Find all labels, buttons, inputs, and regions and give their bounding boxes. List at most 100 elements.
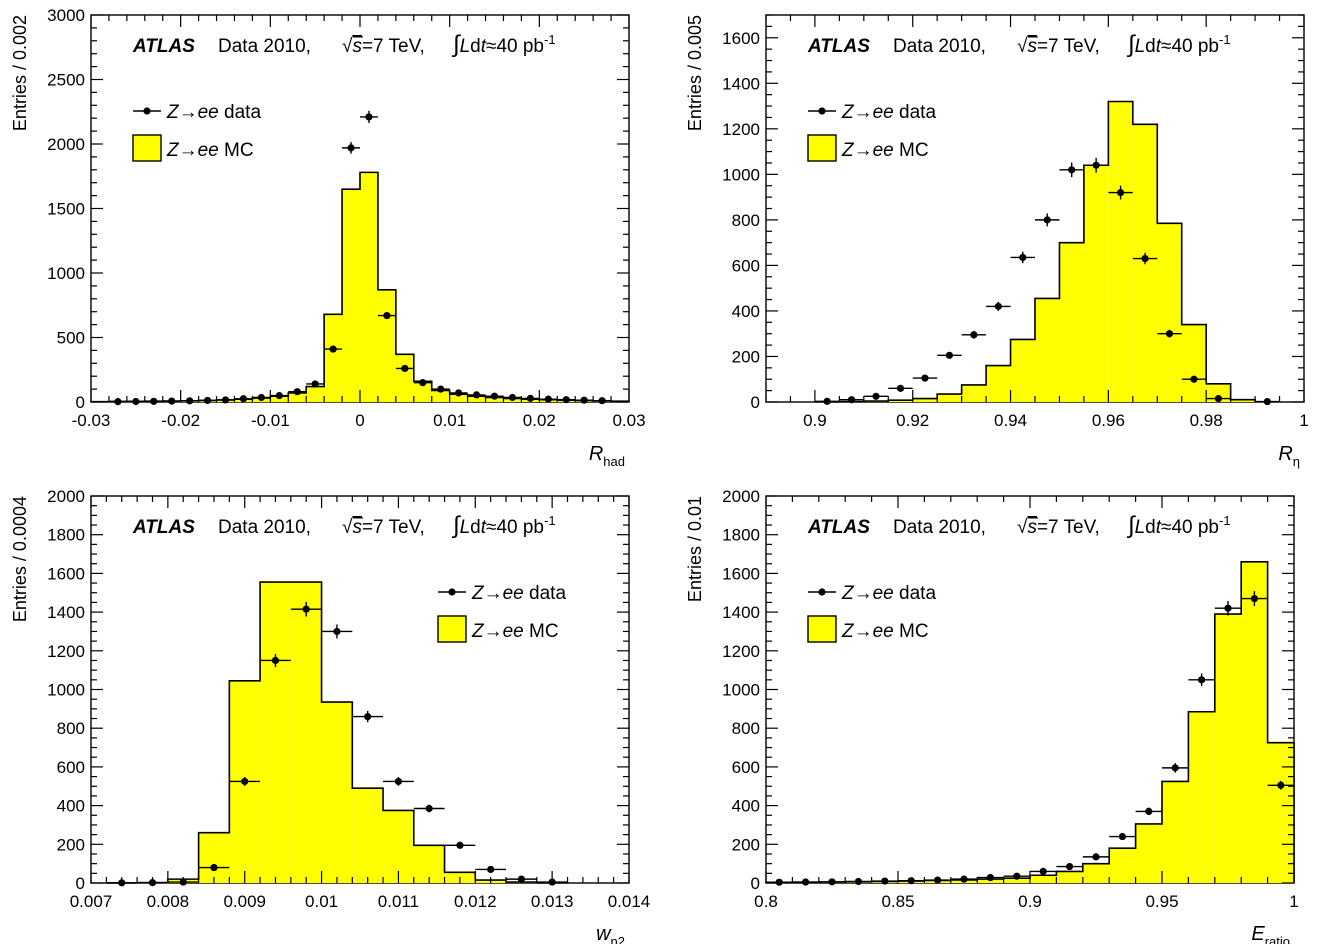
legend-data-marker xyxy=(448,588,455,595)
mc-bar xyxy=(342,189,360,402)
y-tick-label: 1200 xyxy=(722,642,760,661)
data-point xyxy=(995,303,1002,310)
x-axis-label: Rη xyxy=(1278,443,1300,469)
atlas-label: ATLAS xyxy=(132,36,195,57)
mc-bar xyxy=(1241,562,1267,883)
y-axis-label: Entries / 0.005 xyxy=(685,15,705,131)
mc-bar xyxy=(1083,864,1109,883)
data-point xyxy=(545,396,552,403)
mc-histogram xyxy=(91,172,629,402)
atlas-label: ATLAS xyxy=(807,517,870,538)
mc-bar xyxy=(1056,871,1082,883)
data-point xyxy=(1264,398,1271,405)
mc-bar xyxy=(1084,165,1108,402)
sqrt-s-energy: √s=7 TeV, xyxy=(1017,36,1100,57)
mc-bar xyxy=(1162,781,1188,883)
data-year-label: Data 2010, xyxy=(218,36,311,57)
data-point xyxy=(132,398,139,405)
mc-bar xyxy=(937,394,961,402)
data-point xyxy=(1251,595,1258,602)
y-tick-label: 1600 xyxy=(722,29,760,48)
mc-bar xyxy=(306,387,324,402)
y-tick-label: 0 xyxy=(76,874,85,893)
y-tick-label: 800 xyxy=(57,719,85,738)
legend-data-marker xyxy=(818,107,825,114)
sqrt-s-energy: √s=7 TeV, xyxy=(342,36,425,57)
x-tick-label: 0.014 xyxy=(608,892,651,911)
data-point xyxy=(456,842,463,849)
mc-bar xyxy=(1035,298,1059,402)
x-tick-label: 0.9 xyxy=(803,411,827,430)
data-point xyxy=(1141,255,1148,262)
data-point xyxy=(881,877,888,884)
legend-mc-swatch xyxy=(438,616,466,642)
legend-mc-swatch xyxy=(808,135,836,161)
x-tick-label: 0.01 xyxy=(305,892,338,911)
y-tick-label: 1200 xyxy=(47,642,85,661)
x-tick-label: 0.85 xyxy=(881,892,914,911)
data-point xyxy=(294,388,301,395)
x-tick-label: 0.011 xyxy=(378,892,419,911)
y-tick-label: 500 xyxy=(57,329,85,348)
x-tick-label: 0.96 xyxy=(1092,411,1125,430)
x-tick-label: 0.013 xyxy=(531,892,574,911)
y-tick-label: 0 xyxy=(751,393,760,412)
data-point xyxy=(114,398,121,405)
data-point xyxy=(970,331,977,338)
y-tick-label: 1800 xyxy=(47,526,85,545)
y-tick-label: 600 xyxy=(732,256,760,275)
data-point xyxy=(1190,376,1197,383)
data-point xyxy=(1068,166,1075,173)
x-tick-label: 0.007 xyxy=(70,892,113,911)
y-axis-label: Entries / 0.01 xyxy=(685,496,705,602)
x-tick-label: 0.92 xyxy=(896,411,929,430)
data-point xyxy=(276,392,283,399)
data-point xyxy=(872,393,879,400)
legend-mc-swatch xyxy=(133,135,161,161)
mc-bar xyxy=(986,366,1010,402)
data-point xyxy=(1013,873,1020,880)
mc-bar xyxy=(291,582,322,883)
x-tick-label: 1 xyxy=(1289,892,1298,911)
mc-bar xyxy=(1157,223,1181,402)
x-tick-label: 0.02 xyxy=(523,411,556,430)
data-point xyxy=(1119,833,1126,840)
x-tick-label: 0.98 xyxy=(1190,411,1223,430)
data-point xyxy=(455,389,462,396)
sqrt-s-energy: √s=7 TeV, xyxy=(342,517,425,538)
data-point xyxy=(802,878,809,885)
data-point xyxy=(240,395,247,402)
y-axis-label: Entries / 0.0004 xyxy=(10,496,30,622)
legend-mc-label: Z→ee MC xyxy=(166,140,254,161)
legend-mc-label: Z→ee MC xyxy=(841,140,929,161)
y-tick-label: 400 xyxy=(732,302,760,321)
data-point xyxy=(437,386,444,393)
y-tick-label: 2500 xyxy=(47,71,85,90)
data-point xyxy=(1215,395,1222,402)
y-tick-label: 200 xyxy=(732,835,760,854)
mc-bar xyxy=(1215,614,1241,883)
mc-bar xyxy=(1030,875,1056,883)
x-tick-label: 0.012 xyxy=(454,892,497,911)
mc-bar xyxy=(962,385,986,402)
mc-bar xyxy=(260,582,291,883)
legend-data-marker xyxy=(818,588,825,595)
mc-bar xyxy=(1182,325,1206,402)
data-year-label: Data 2010, xyxy=(218,517,311,538)
x-tick-label: 0.01 xyxy=(433,411,466,430)
data-point xyxy=(210,864,217,871)
mc-histogram xyxy=(766,562,1294,883)
y-tick-label: 200 xyxy=(732,347,760,366)
data-point xyxy=(258,394,265,401)
data-point xyxy=(487,866,494,873)
data-point xyxy=(960,876,967,883)
luminosity: ∫Ldt≈40 pb-1 xyxy=(451,512,556,539)
